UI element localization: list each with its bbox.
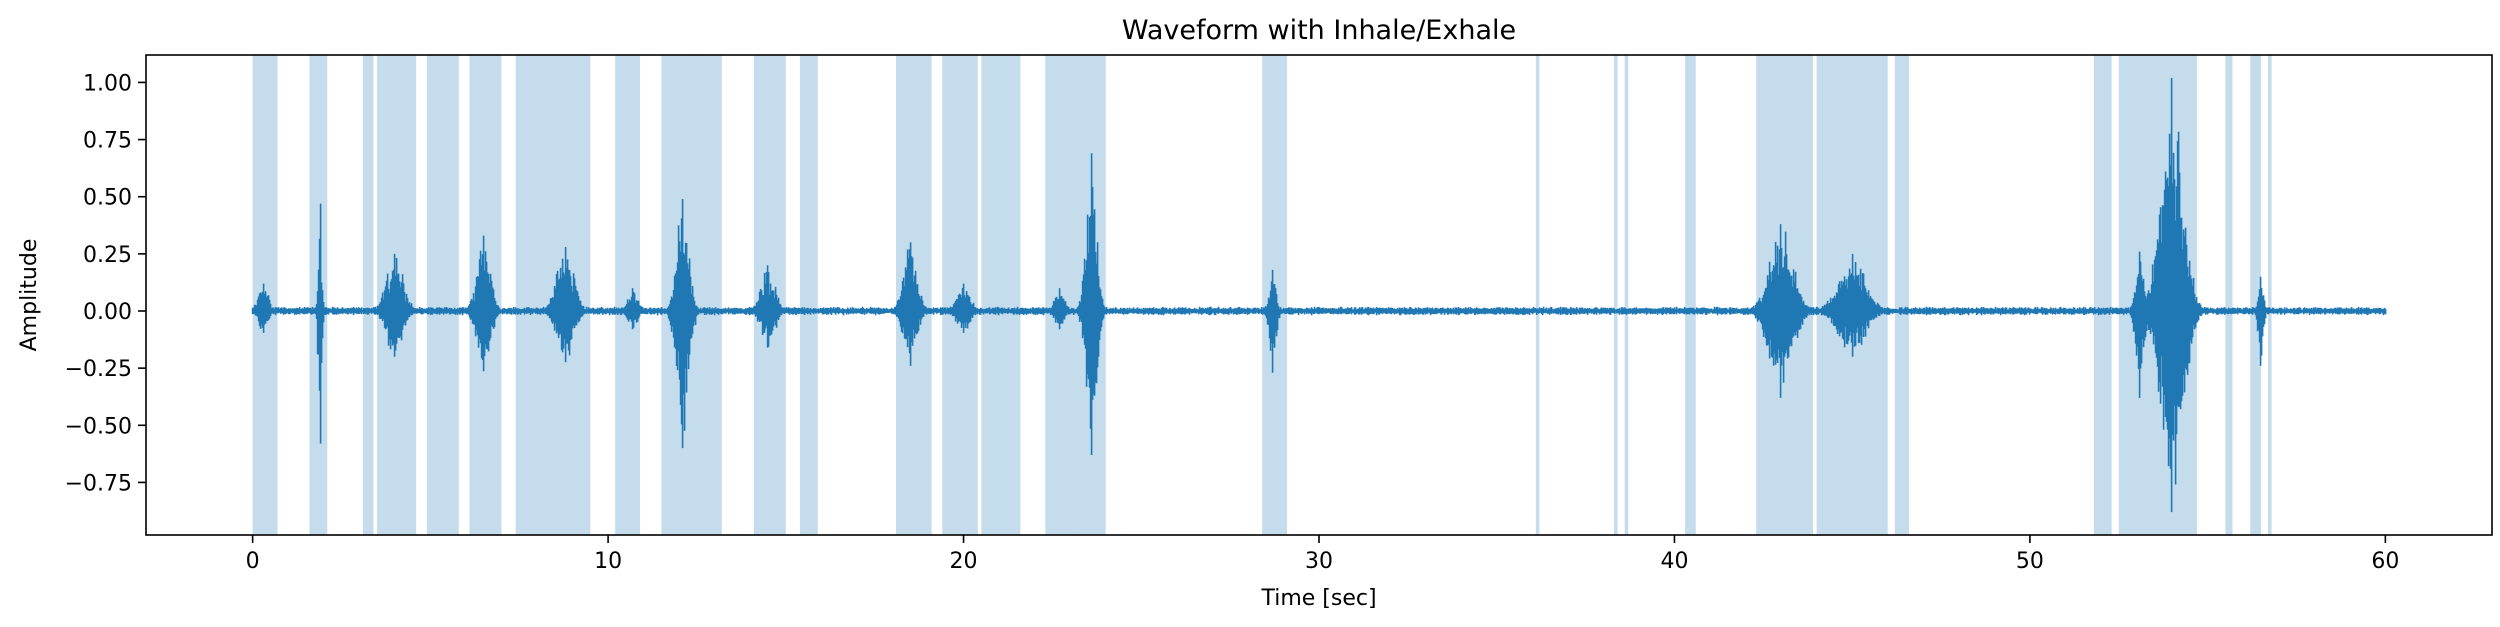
breath-span-31 [2268,55,2272,535]
breath-span-27 [2118,55,2141,535]
x-tick-label-10: 10 [594,549,622,574]
breath-span-19 [1535,55,1540,535]
x-axis-label: Time [sec] [1260,586,1376,611]
breath-span-4 [426,55,459,535]
chart-title: Waveform with Inhale/Exhale [1122,15,1516,46]
x-tick-label-60: 60 [2371,549,2399,574]
breath-span-29 [2225,55,2233,535]
x-tick-label-20: 20 [950,549,978,574]
y-tick-label-3: 0.25 [83,243,132,268]
breath-span-15 [981,55,1021,535]
breath-span-20 [1614,55,1618,535]
breath-span-8 [615,55,641,535]
breath-span-22 [1685,55,1696,535]
x-tick-label-30: 30 [1305,549,1333,574]
breath-span-25 [1894,55,1910,535]
x-tick-label-50: 50 [2016,549,2044,574]
y-tick-label-6: −0.50 [65,414,132,439]
y-tick-label-5: −0.25 [65,357,132,382]
x-axis: 0 10 20 30 40 50 60 [246,535,2399,574]
breath-span-30 [2250,55,2261,535]
y-tick-label-0: 1.00 [83,71,132,96]
breath-span-6 [515,55,541,535]
y-tick-label-1: 0.75 [83,129,132,154]
y-tick-label-4: 0.00 [83,300,132,325]
y-tick-label-2: 0.50 [83,186,132,211]
breath-span-26 [2093,55,2112,535]
breath-span-10 [696,55,722,535]
x-tick-label-0: 0 [246,549,260,574]
breath-span-12 [800,55,818,535]
breath-span-2 [362,55,374,535]
x-tick-label-40: 40 [1660,549,1688,574]
waveform [251,77,2387,513]
breath-span-21 [1624,55,1629,535]
y-tick-label-7: −0.75 [65,471,132,496]
y-axis: 1.00 0.75 0.50 0.25 0.00 −0.25 −0.50 −0.75 [65,71,146,496]
y-axis-label: Amplitude [17,239,42,352]
